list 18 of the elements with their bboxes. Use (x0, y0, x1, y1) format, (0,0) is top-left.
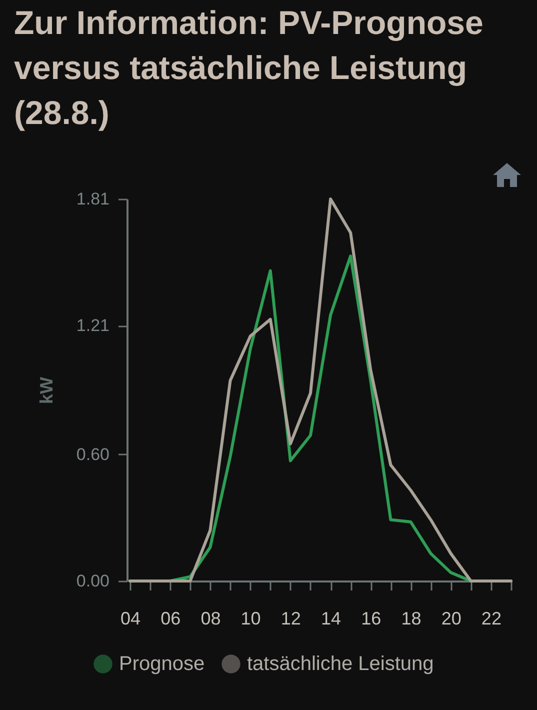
chart-title: Zur Information: PV-Prognose versus tatsächliche Leistung (28.8.) (14, 3, 484, 133)
x-tick-label: 18 (401, 608, 422, 628)
x-tick-label: 10 (240, 608, 261, 628)
x-tick-label: 08 (200, 608, 221, 628)
legend-label: Prognose (119, 653, 205, 675)
x-tick-label: 04 (120, 608, 141, 628)
y-tick-label: 0.00 (76, 572, 110, 590)
y-axis-title: kW (36, 376, 56, 404)
y-tick-label: 1.21 (76, 316, 110, 336)
y-tick-label: 0.60 (76, 444, 110, 464)
x-tick-label: 16 (361, 608, 382, 628)
legend-label: tatsächliche Leistung (247, 653, 434, 675)
x-tick-label: 20 (441, 608, 462, 628)
x-tick-label: 14 (321, 608, 342, 628)
x-tick-label: 22 (481, 608, 502, 628)
y-tick-label: 1.81 (76, 190, 110, 208)
x-tick-label: 06 (160, 608, 181, 628)
x-tick-label: 12 (280, 608, 301, 628)
